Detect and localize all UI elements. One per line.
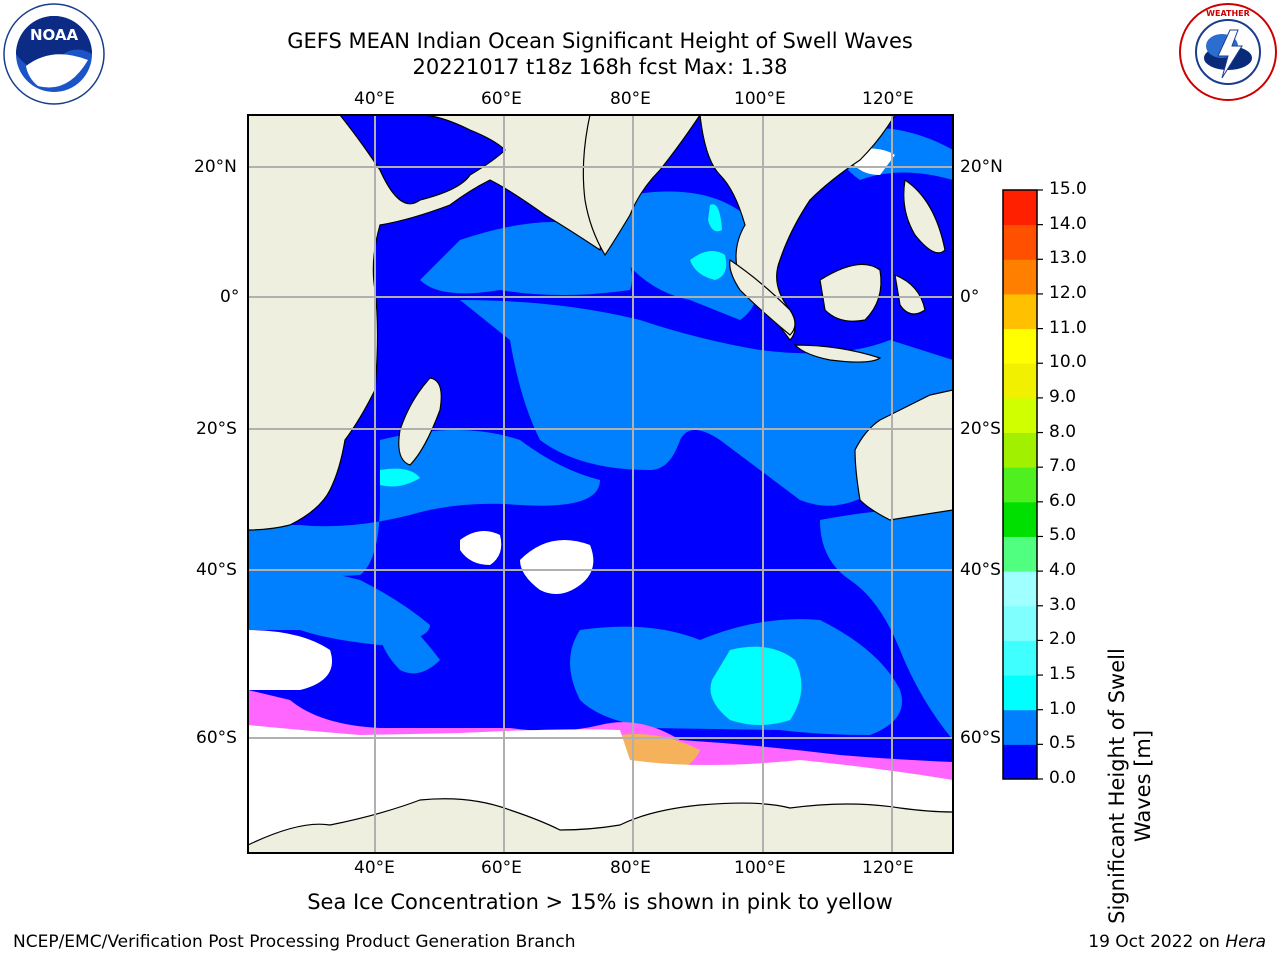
lon-label-bottom: 40°E <box>354 858 395 878</box>
colorbar-segment <box>1003 675 1037 711</box>
colorbar-segment <box>1003 259 1037 295</box>
forecast-info: 20221017 t18z 168h fcst Max: 1.38 <box>412 55 788 79</box>
colorbar-tick-label: 2.0 <box>1049 629 1077 650</box>
colorbar-tick-label: 14.0 <box>1049 213 1087 234</box>
lon-label-top: 60°E <box>481 89 522 109</box>
swell-1-0-1-5 <box>380 204 802 725</box>
colorbar-tick-label: 5.0 <box>1049 525 1077 546</box>
colorbar-segment <box>1003 605 1037 641</box>
lon-label-top: 100°E <box>734 89 786 109</box>
lon-label-top: 40°E <box>354 89 395 109</box>
colorbar-segment <box>1003 571 1037 607</box>
colorbar <box>1002 189 1043 780</box>
lon-label-bottom: 120°E <box>862 858 914 878</box>
lat-label-right: 60°S <box>960 728 1001 748</box>
colorbar-segment <box>1003 293 1037 330</box>
colorbar-tick-label: 10.0 <box>1049 352 1087 373</box>
lon-label-bottom: 100°E <box>734 858 786 878</box>
landmasses <box>248 115 953 853</box>
colorbar-tick-label: 1.5 <box>1049 664 1077 685</box>
lat-label-left: 0° <box>220 287 240 307</box>
colorbar-tick-label: 0.0 <box>1049 768 1077 788</box>
colorbar-tick-label: 8.0 <box>1049 421 1077 442</box>
svg-text:WEATHER: WEATHER <box>1206 9 1250 18</box>
lon-label-top: 120°E <box>862 89 914 109</box>
colorbar-segment <box>1003 467 1037 503</box>
colorbar-tick-label: 0.5 <box>1049 733 1077 754</box>
colorbar-tick-label: 15.0 <box>1049 179 1087 199</box>
colorbar-tick-label: 4.0 <box>1049 560 1077 581</box>
lat-label-right: 20°N <box>960 157 1003 177</box>
colorbar-tick-label: 1.0 <box>1049 698 1077 719</box>
map-frame <box>247 114 954 854</box>
noaa-logo-text: NOAA <box>30 26 79 44</box>
colorbar-segment <box>1003 190 1037 226</box>
sea-ice-note: Sea Ice Concentration > 15% is shown in … <box>307 890 893 914</box>
colorbar-segment <box>1003 224 1037 260</box>
lat-label-left: 20°S <box>196 419 237 439</box>
noaa-logo-icon: NOAA <box>3 3 105 105</box>
colorbar-tick-label: 7.0 <box>1049 456 1077 477</box>
lon-label-top: 80°E <box>610 89 651 109</box>
footer-date: 19 Oct 2022 on Hera <box>1088 932 1266 952</box>
colorbar-segment <box>1003 397 1037 434</box>
footer-credit: NCEP/EMC/Verification Post Processing Pr… <box>13 932 576 952</box>
colorbar-tick-label: 6.0 <box>1049 490 1077 511</box>
graticule <box>248 115 953 853</box>
nws-logo-icon: WEATHER <box>1179 3 1277 101</box>
colorbar-segment <box>1003 640 1037 676</box>
colorbar-segment <box>1003 501 1037 537</box>
colorbar-segment <box>1003 363 1037 399</box>
chart-title: GEFS MEAN Indian Ocean Significant Heigh… <box>287 29 913 53</box>
lat-label-left: 40°S <box>196 560 237 580</box>
lon-label-bottom: 60°E <box>481 858 522 878</box>
colorbar-segment <box>1003 432 1037 468</box>
colorbar-tick-label: 3.0 <box>1049 594 1077 615</box>
lat-label-left: 60°S <box>196 728 237 748</box>
lat-label-right: 20°S <box>960 419 1001 439</box>
footer-date-text: 19 Oct 2022 on <box>1088 932 1226 952</box>
colorbar-segment <box>1003 328 1037 364</box>
lat-label-right: 0° <box>960 287 980 307</box>
colorbar-title-line1: Significant Height of Swell <box>1105 648 1129 924</box>
swell-0-5-1-0 <box>248 127 953 740</box>
colorbar-tick-label: 13.0 <box>1049 248 1087 269</box>
colorbar-segment <box>1003 709 1037 745</box>
lat-label-left: 20°N <box>194 157 237 177</box>
colorbar-segment <box>1003 536 1037 572</box>
undefined-data <box>248 148 895 690</box>
colorbar-tick-label: 11.0 <box>1049 317 1087 338</box>
colorbar-segment <box>1003 744 1037 780</box>
colorbar-title-line2: Waves [m] <box>1131 729 1155 843</box>
lat-label-right: 40°S <box>960 560 1001 580</box>
footer-host: Hera <box>1225 932 1266 952</box>
lon-label-bottom: 80°E <box>610 858 651 878</box>
colorbar-tick-label: 9.0 <box>1049 386 1077 407</box>
colorbar-border <box>1002 189 1038 780</box>
colorbar-tick-label: 12.0 <box>1049 282 1087 303</box>
colorbar-title: Significant Height of Swell Waves [m] <box>1104 636 1164 936</box>
